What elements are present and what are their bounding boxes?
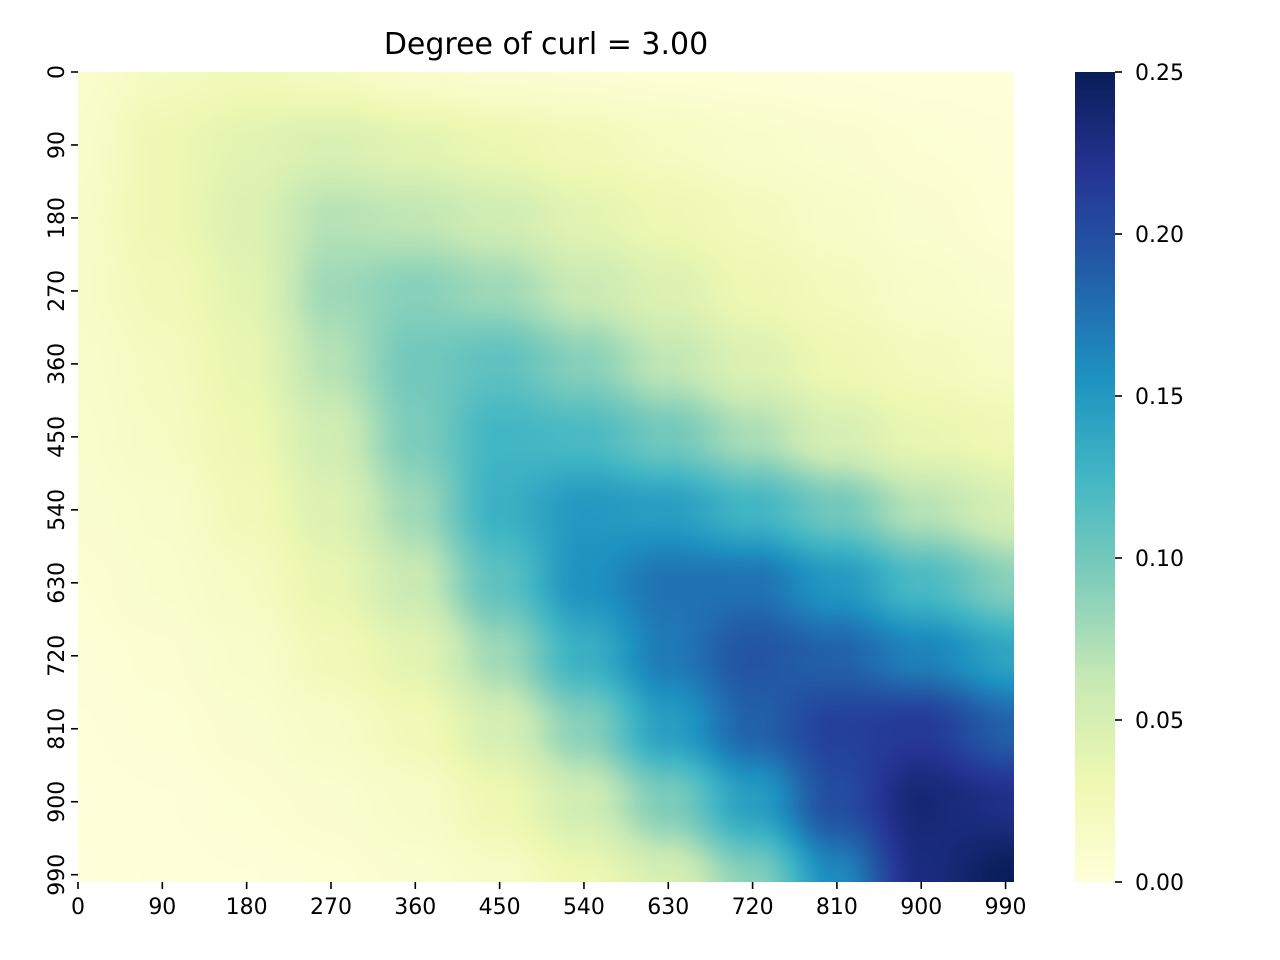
y-tick-label: 990 — [45, 854, 70, 896]
chart-title: Degree of curl = 3.00 — [384, 27, 708, 62]
colorbar-tick-label: 0.20 — [1135, 223, 1184, 248]
x-tick-label: 900 — [900, 895, 942, 920]
x-tick-label: 180 — [226, 895, 268, 920]
colorbar-tick-label: 0.25 — [1135, 61, 1184, 86]
heatmap-area — [78, 72, 1014, 882]
y-tick-label: 540 — [45, 489, 70, 531]
colorbar-tick-label: 0.00 — [1135, 871, 1184, 896]
x-axis: 0 90 180 270 360 450 540 630 720 810 900 990 — [71, 882, 1027, 920]
x-tick-label: 360 — [394, 895, 436, 920]
colorbar-gradient — [1075, 72, 1115, 882]
y-tick-label: 180 — [45, 197, 70, 239]
colorbar: 0.00 0.05 0.10 0.15 0.20 0.25 — [1075, 61, 1184, 896]
x-tick-label: 630 — [647, 895, 689, 920]
x-tick-label: 540 — [563, 895, 605, 920]
x-tick-label: 90 — [148, 895, 176, 920]
x-tick-label: 0 — [71, 895, 85, 920]
y-tick-label: 90 — [45, 131, 70, 159]
colorbar-tick-label: 0.05 — [1135, 709, 1184, 734]
colorbar-tick-label: 0.15 — [1135, 385, 1184, 410]
x-tick-label: 990 — [985, 895, 1027, 920]
y-axis: 0 90 180 270 360 450 540 630 720 810 900 990 — [45, 65, 78, 896]
y-tick-label: 0 — [45, 65, 70, 79]
y-tick-label: 450 — [45, 416, 70, 458]
x-tick-label: 720 — [732, 895, 774, 920]
heatmap-canvas — [78, 72, 1014, 882]
x-tick-label: 450 — [479, 895, 521, 920]
y-tick-label: 900 — [45, 781, 70, 823]
y-tick-label: 720 — [45, 635, 70, 677]
colorbar-tick-label: 0.10 — [1135, 547, 1184, 572]
x-tick-label: 270 — [310, 895, 352, 920]
y-tick-label: 810 — [45, 708, 70, 750]
x-tick-label: 810 — [816, 895, 858, 920]
y-tick-label: 270 — [45, 270, 70, 312]
colorbar-ticks: 0.00 0.05 0.10 0.15 0.20 0.25 — [1115, 61, 1184, 896]
y-tick-label: 360 — [45, 343, 70, 385]
y-tick-label: 630 — [45, 562, 70, 604]
